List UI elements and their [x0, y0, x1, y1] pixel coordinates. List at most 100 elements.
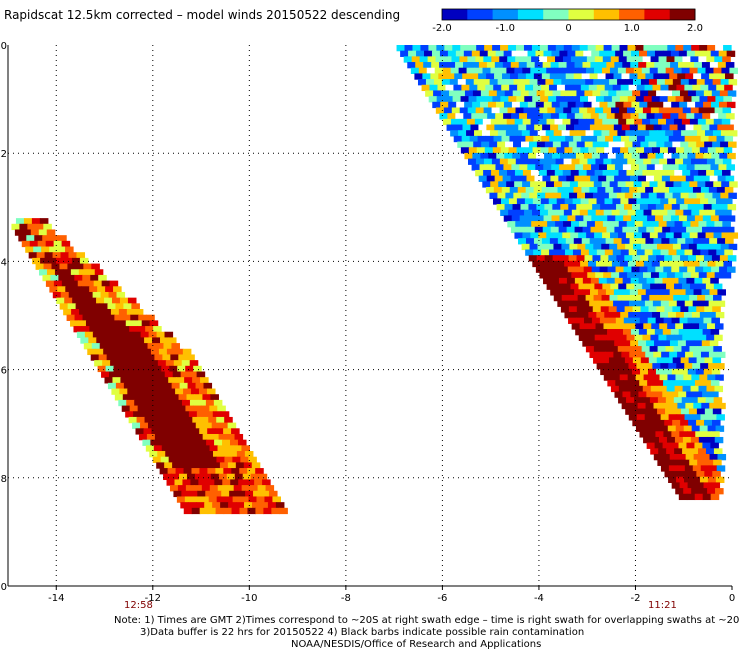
heatmap-cell — [523, 221, 532, 228]
heatmap-cell — [554, 169, 564, 177]
heatmap-cell — [563, 107, 572, 114]
heatmap-cell — [709, 289, 719, 296]
heatmap-cell — [590, 340, 599, 347]
heatmap-cell — [724, 249, 733, 256]
heatmap-cell — [601, 79, 610, 86]
heatmap-cell — [132, 331, 142, 339]
heatmap-cell — [107, 303, 117, 310]
heatmap-cell — [99, 343, 109, 350]
heatmap-cell — [244, 451, 254, 458]
heatmap-cell — [543, 277, 552, 285]
heatmap-cell — [490, 181, 499, 188]
heatmap-cell — [685, 289, 695, 296]
heatmap-cell — [607, 266, 617, 273]
heatmap-cell — [606, 277, 616, 285]
heatmap-cell — [122, 314, 131, 321]
heatmap-cell — [581, 73, 591, 80]
heatmap-cell — [680, 79, 690, 86]
heatmap-cell — [597, 135, 606, 143]
heatmap-cell — [653, 351, 662, 359]
heatmap-cell — [662, 391, 671, 398]
heatmap-cell — [667, 425, 677, 432]
heatmap-cell — [482, 67, 492, 75]
heatmap-cell — [137, 405, 147, 412]
heatmap-cell — [165, 360, 175, 367]
heatmap-cell — [657, 67, 667, 75]
heatmap-cell — [639, 204, 649, 211]
heatmap-cell — [576, 90, 586, 97]
heatmap-cell — [174, 348, 184, 356]
heatmap-cell — [456, 90, 466, 97]
heatmap-cell — [154, 394, 164, 401]
heatmap-cell — [654, 164, 664, 171]
heatmap-cell — [668, 363, 677, 370]
heatmap-cell — [509, 73, 519, 80]
heatmap-cell — [225, 445, 235, 452]
heatmap-cell — [543, 266, 553, 273]
heatmap-cell — [128, 337, 137, 344]
heatmap-cell — [626, 283, 635, 290]
heatmap-cell — [679, 380, 688, 387]
heatmap-cell — [478, 175, 488, 182]
heatmap-cell — [229, 490, 238, 498]
heatmap-cell — [687, 266, 696, 273]
heatmap-cell — [485, 187, 495, 194]
heatmap-cell — [526, 124, 535, 131]
heatmap-cell — [605, 187, 614, 194]
heatmap-cell — [612, 249, 622, 256]
heatmap-cell — [541, 187, 551, 194]
heatmap-cell — [61, 280, 71, 287]
heatmap-cell — [682, 221, 692, 228]
heatmap-cell — [131, 343, 141, 350]
heatmap-cell — [697, 118, 707, 126]
heatmap-cell — [644, 311, 653, 319]
heatmap-cell — [705, 397, 715, 404]
heatmap-cell — [653, 73, 662, 80]
heatmap-cell — [594, 232, 603, 239]
heatmap-cell — [708, 249, 717, 256]
heatmap-cell — [641, 294, 650, 302]
heatmap-cell — [155, 343, 165, 350]
heatmap-cell — [505, 130, 515, 137]
heatmap-cell — [631, 380, 640, 387]
heatmap-cell — [129, 405, 139, 412]
heatmap-cell — [514, 118, 524, 126]
heatmap-cell — [232, 456, 241, 463]
heatmap-cell — [136, 337, 145, 344]
heatmap-cell — [31, 218, 41, 225]
heatmap-cell — [574, 113, 584, 120]
heatmap-cell — [661, 289, 671, 296]
heatmap-cell — [441, 79, 451, 86]
heatmap-cell — [673, 67, 683, 75]
heatmap-cell — [691, 488, 700, 495]
heatmap-cell — [661, 175, 671, 182]
heatmap-cell — [222, 439, 231, 446]
heatmap-cell — [700, 187, 710, 194]
heatmap-cell — [538, 169, 548, 177]
heatmap-cell — [714, 272, 724, 279]
colorbar-segment — [524, 9, 532, 20]
heatmap-cell — [660, 300, 670, 307]
heatmap-cell — [498, 118, 508, 126]
heatmap-cell — [683, 488, 692, 495]
heatmap-cell — [642, 385, 652, 393]
heatmap-cell — [699, 311, 709, 319]
heatmap-cell — [683, 209, 692, 217]
heatmap-cell — [715, 96, 724, 103]
heatmap-cell — [60, 291, 70, 299]
heatmap-cell — [580, 84, 590, 92]
heatmap-cell — [679, 317, 689, 324]
heatmap-cell — [77, 280, 87, 287]
heatmap-cell — [194, 433, 204, 441]
heatmap-cell — [279, 507, 288, 515]
heatmap-cell — [607, 329, 616, 336]
heatmap-cell — [453, 84, 462, 92]
heatmap-cell — [600, 192, 610, 199]
heatmap-cell — [708, 84, 717, 92]
heatmap-cell — [540, 96, 549, 103]
heatmap-cell — [532, 198, 542, 205]
heatmap-cell — [684, 198, 693, 205]
note-line-1: Note: 1) Times are GMT 2)Times correspon… — [114, 615, 740, 626]
heatmap-cell — [724, 135, 734, 143]
heatmap-cell — [500, 209, 509, 217]
